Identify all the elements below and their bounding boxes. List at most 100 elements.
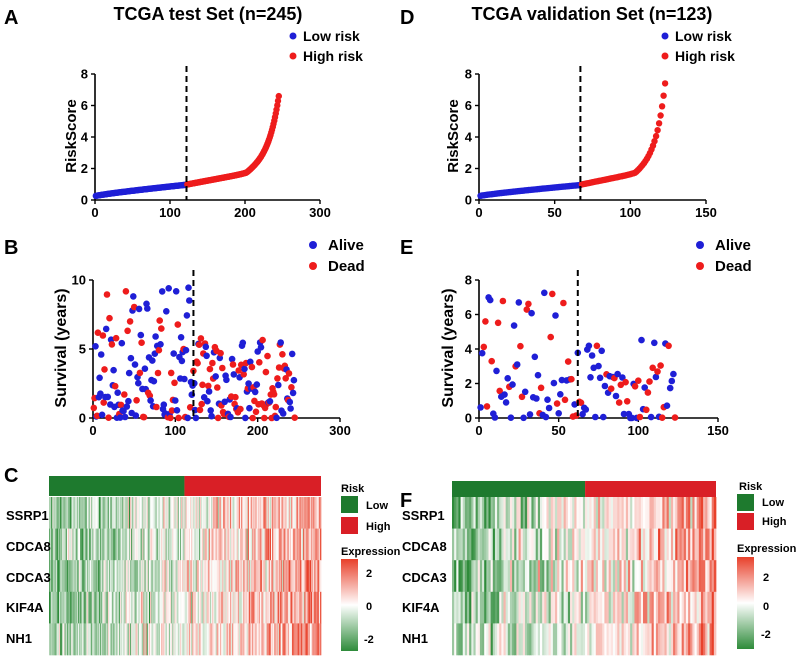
heatmap-c-cell <box>223 623 225 656</box>
heatmap-c-cell <box>209 497 212 529</box>
heatmap-f-cell <box>593 560 597 593</box>
plot-d-y-tick-label: 0 <box>465 193 472 208</box>
heatmap-c-cell <box>50 623 52 656</box>
plot-b-point <box>125 397 132 405</box>
heatmap-c-cell <box>117 623 120 656</box>
heatmap-c-cell <box>131 623 133 656</box>
heatmap-c-cell <box>135 591 138 624</box>
heatmap-c-cell <box>78 623 81 656</box>
plot-e-point <box>651 339 658 347</box>
heatmap-c-cell <box>144 591 146 624</box>
heatmap-c-cell <box>148 497 151 529</box>
heatmap-f-cell <box>559 591 562 624</box>
heatmap-c-cell <box>171 560 173 593</box>
heatmap-c-cell <box>213 623 215 656</box>
heatmap-c-cell <box>273 623 275 656</box>
heatmap-f-cell <box>561 591 564 624</box>
heatmap-f-cell <box>610 528 614 561</box>
heatmap-c-cell <box>207 497 210 529</box>
plot-b-point <box>248 363 256 371</box>
heatmap-c-cell <box>295 528 297 561</box>
heatmap-c-cell <box>62 497 64 529</box>
heatmap-f-cell <box>492 497 496 529</box>
plot-b-point <box>275 381 282 389</box>
heatmap-c-cell <box>128 591 131 624</box>
heatmap-c-cell <box>153 623 155 656</box>
panel-b-ylabel: Survival (years) <box>53 288 70 407</box>
heatmap-f-cell <box>454 528 457 561</box>
heatmap-c-cell <box>122 560 124 593</box>
heatmap-c-cell <box>248 528 251 561</box>
plot-d-point <box>654 127 661 134</box>
heatmap-f-cell <box>703 497 706 529</box>
heatmap-c-cell <box>93 528 95 561</box>
plot-e-point <box>647 413 655 421</box>
heatmap-f-cell <box>471 591 474 624</box>
heatmap-f-cell <box>467 497 470 529</box>
heatmap-c-cell <box>121 591 123 624</box>
heatmap-c-cell <box>70 497 72 529</box>
heatmap-f-cell <box>559 497 562 529</box>
heatmap-c-cell <box>291 497 293 529</box>
heatmap-c-cell <box>131 591 133 624</box>
heatmap-c-cell <box>263 497 265 529</box>
heatmap-c-cell <box>317 528 320 561</box>
heatmap-c-cell <box>263 591 265 624</box>
heatmap-f-cell <box>520 623 524 656</box>
heatmap-c-cell <box>178 528 181 561</box>
heatmap-c-cell <box>228 497 231 529</box>
plot-b-point <box>165 285 172 292</box>
heatmap-c-cell <box>137 591 140 624</box>
heatmap-f-cell <box>681 497 685 529</box>
heatmap-c-cell <box>312 497 314 529</box>
heatmap-c-cell <box>204 528 206 561</box>
heatmap-c-cell <box>140 528 142 561</box>
heatmap-c-cell <box>64 497 66 529</box>
heatmap-c-cell <box>256 591 259 624</box>
panel-e: E Survival (years) Alive Dead 0 50 100 1500… <box>400 237 752 438</box>
heatmap-f-cell <box>698 560 702 593</box>
heatmap-c-cell <box>233 497 235 529</box>
heatmap-c-cell <box>197 560 200 593</box>
heatmap-c-cell <box>195 497 198 529</box>
heatmap-f-cell <box>537 560 541 593</box>
heatmap-c-cell <box>303 591 305 624</box>
heatmap-f-cell <box>595 591 599 624</box>
expression-legend-f-title: Expression <box>737 543 796 555</box>
heatmap-c-cell <box>273 591 275 624</box>
heatmap-f-cell <box>469 591 472 624</box>
heatmap-f-cell <box>484 623 487 656</box>
plot-b-point <box>223 376 230 384</box>
heatmap-c-cell <box>125 497 128 529</box>
heatmap-c-cell <box>91 528 93 561</box>
heatmap-c-cell <box>268 497 271 529</box>
heatmap-c-cell <box>113 528 115 561</box>
heatmap-f-cell <box>479 497 483 529</box>
heatmap-c-cell <box>312 560 314 593</box>
plot-e-point <box>595 362 602 370</box>
heatmap-c-cell <box>148 528 151 561</box>
heatmap-c-cell <box>75 497 78 529</box>
heatmap-f-cell <box>705 497 708 529</box>
heatmap-f-cell <box>692 623 695 656</box>
plot-b-point <box>94 329 102 337</box>
heatmap-c-cell <box>249 560 252 593</box>
heatmap-c-cell <box>156 497 159 529</box>
heatmap-f-cell <box>467 528 470 561</box>
heatmap-c-cell <box>293 591 295 624</box>
heatmap-c-cell <box>163 497 165 529</box>
plot-b-point <box>290 376 298 384</box>
heatmap-f-cell <box>649 623 652 656</box>
plot-b-point <box>252 408 260 416</box>
heatmap-f-cell <box>548 560 552 593</box>
heatmap-c-cell <box>154 497 156 529</box>
plot-b-point <box>154 369 162 377</box>
heatmap-f-cell <box>516 560 519 593</box>
heatmap-c-cell <box>145 528 148 561</box>
heatmap-c-cell <box>318 497 321 529</box>
heatmap-f-cell <box>505 528 509 561</box>
heatmap-c-cell <box>207 623 210 656</box>
plot-e-point <box>560 299 567 307</box>
heatmap-c-cell <box>284 591 286 624</box>
heatmap-f-cell <box>570 623 573 656</box>
